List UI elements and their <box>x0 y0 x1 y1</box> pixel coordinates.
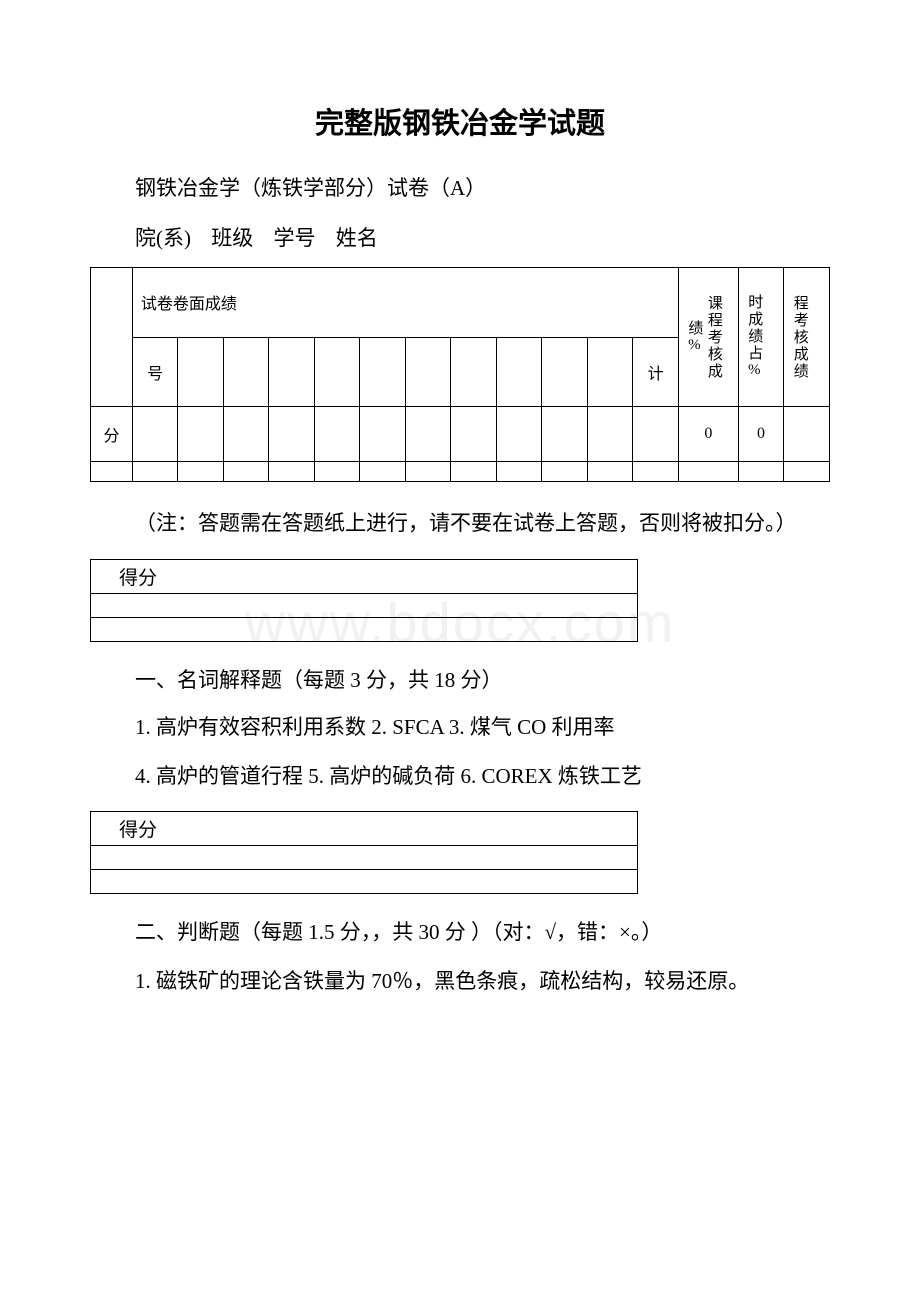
vert-label-1: 课程考核成绩% <box>682 272 725 402</box>
table-row <box>91 845 638 869</box>
table-row: 分 0 0 <box>91 407 830 462</box>
table-row <box>91 617 638 641</box>
section1-line2: 4. 高炉的管道行程 5. 高炉的碱负荷 6. COREX 炼铁工艺 <box>135 761 830 793</box>
section2-q1: 1. 磁铁矿的理论含铁量为 70％，黑色条痕，疏松结构，较易还原。 <box>90 964 830 1000</box>
section1-title: 一、名词解释题（每题 3 分，共 18 分） <box>135 664 830 694</box>
table-row: 试卷卷面成绩 课程考核成绩% 时成绩占% 程考核成绩 <box>91 268 830 338</box>
val-b: 0 <box>738 407 784 462</box>
note-text: （注：答题需在答题纸上进行，请不要在试卷上答题，否则将被扣分。） <box>90 507 830 541</box>
subtitle: 钢铁冶金学（炼铁学部分）试卷（A） <box>135 172 830 202</box>
score-header: 试卷卷面成绩 <box>132 268 678 338</box>
class-label: 班级 <box>211 226 253 250</box>
table-row: 得分 <box>91 811 638 845</box>
table-row <box>91 593 638 617</box>
score-table: 试卷卷面成绩 课程考核成绩% 时成绩占% 程考核成绩 号 计 分 0 0 <box>90 267 830 482</box>
table-row <box>91 462 830 482</box>
page-title: 完整版钢铁冶金学试题 <box>90 100 830 142</box>
table-row: 得分 <box>91 559 638 593</box>
name-label: 姓名 <box>336 226 378 250</box>
defen-label: 得分 <box>91 559 638 593</box>
sid-label: 学号 <box>274 226 316 250</box>
section1-line1: 1. 高炉有效容积利用系数 2. SFCA 3. 煤气 CO 利用率 <box>135 712 830 744</box>
defen-table-1: 得分 <box>90 559 638 642</box>
defen-table-2: 得分 <box>90 811 638 894</box>
row-fen: 分 <box>91 407 133 462</box>
section2-title: 二、判断题（每题 1.5 分，，共 30 分 ）（对：√，错：×。） <box>135 916 830 946</box>
student-info-line: 院(系) 班级 学号 姓名 <box>135 222 830 252</box>
defen-label: 得分 <box>91 811 638 845</box>
table-row <box>91 869 638 893</box>
col-hao: 号 <box>132 337 178 407</box>
val-a: 0 <box>678 407 738 462</box>
vert-label-2: 时成绩占% <box>742 272 766 402</box>
dept-label: 院(系) <box>135 226 191 250</box>
col-ji: 计 <box>633 337 679 407</box>
vert-label-3: 程考核成绩 <box>787 272 811 402</box>
